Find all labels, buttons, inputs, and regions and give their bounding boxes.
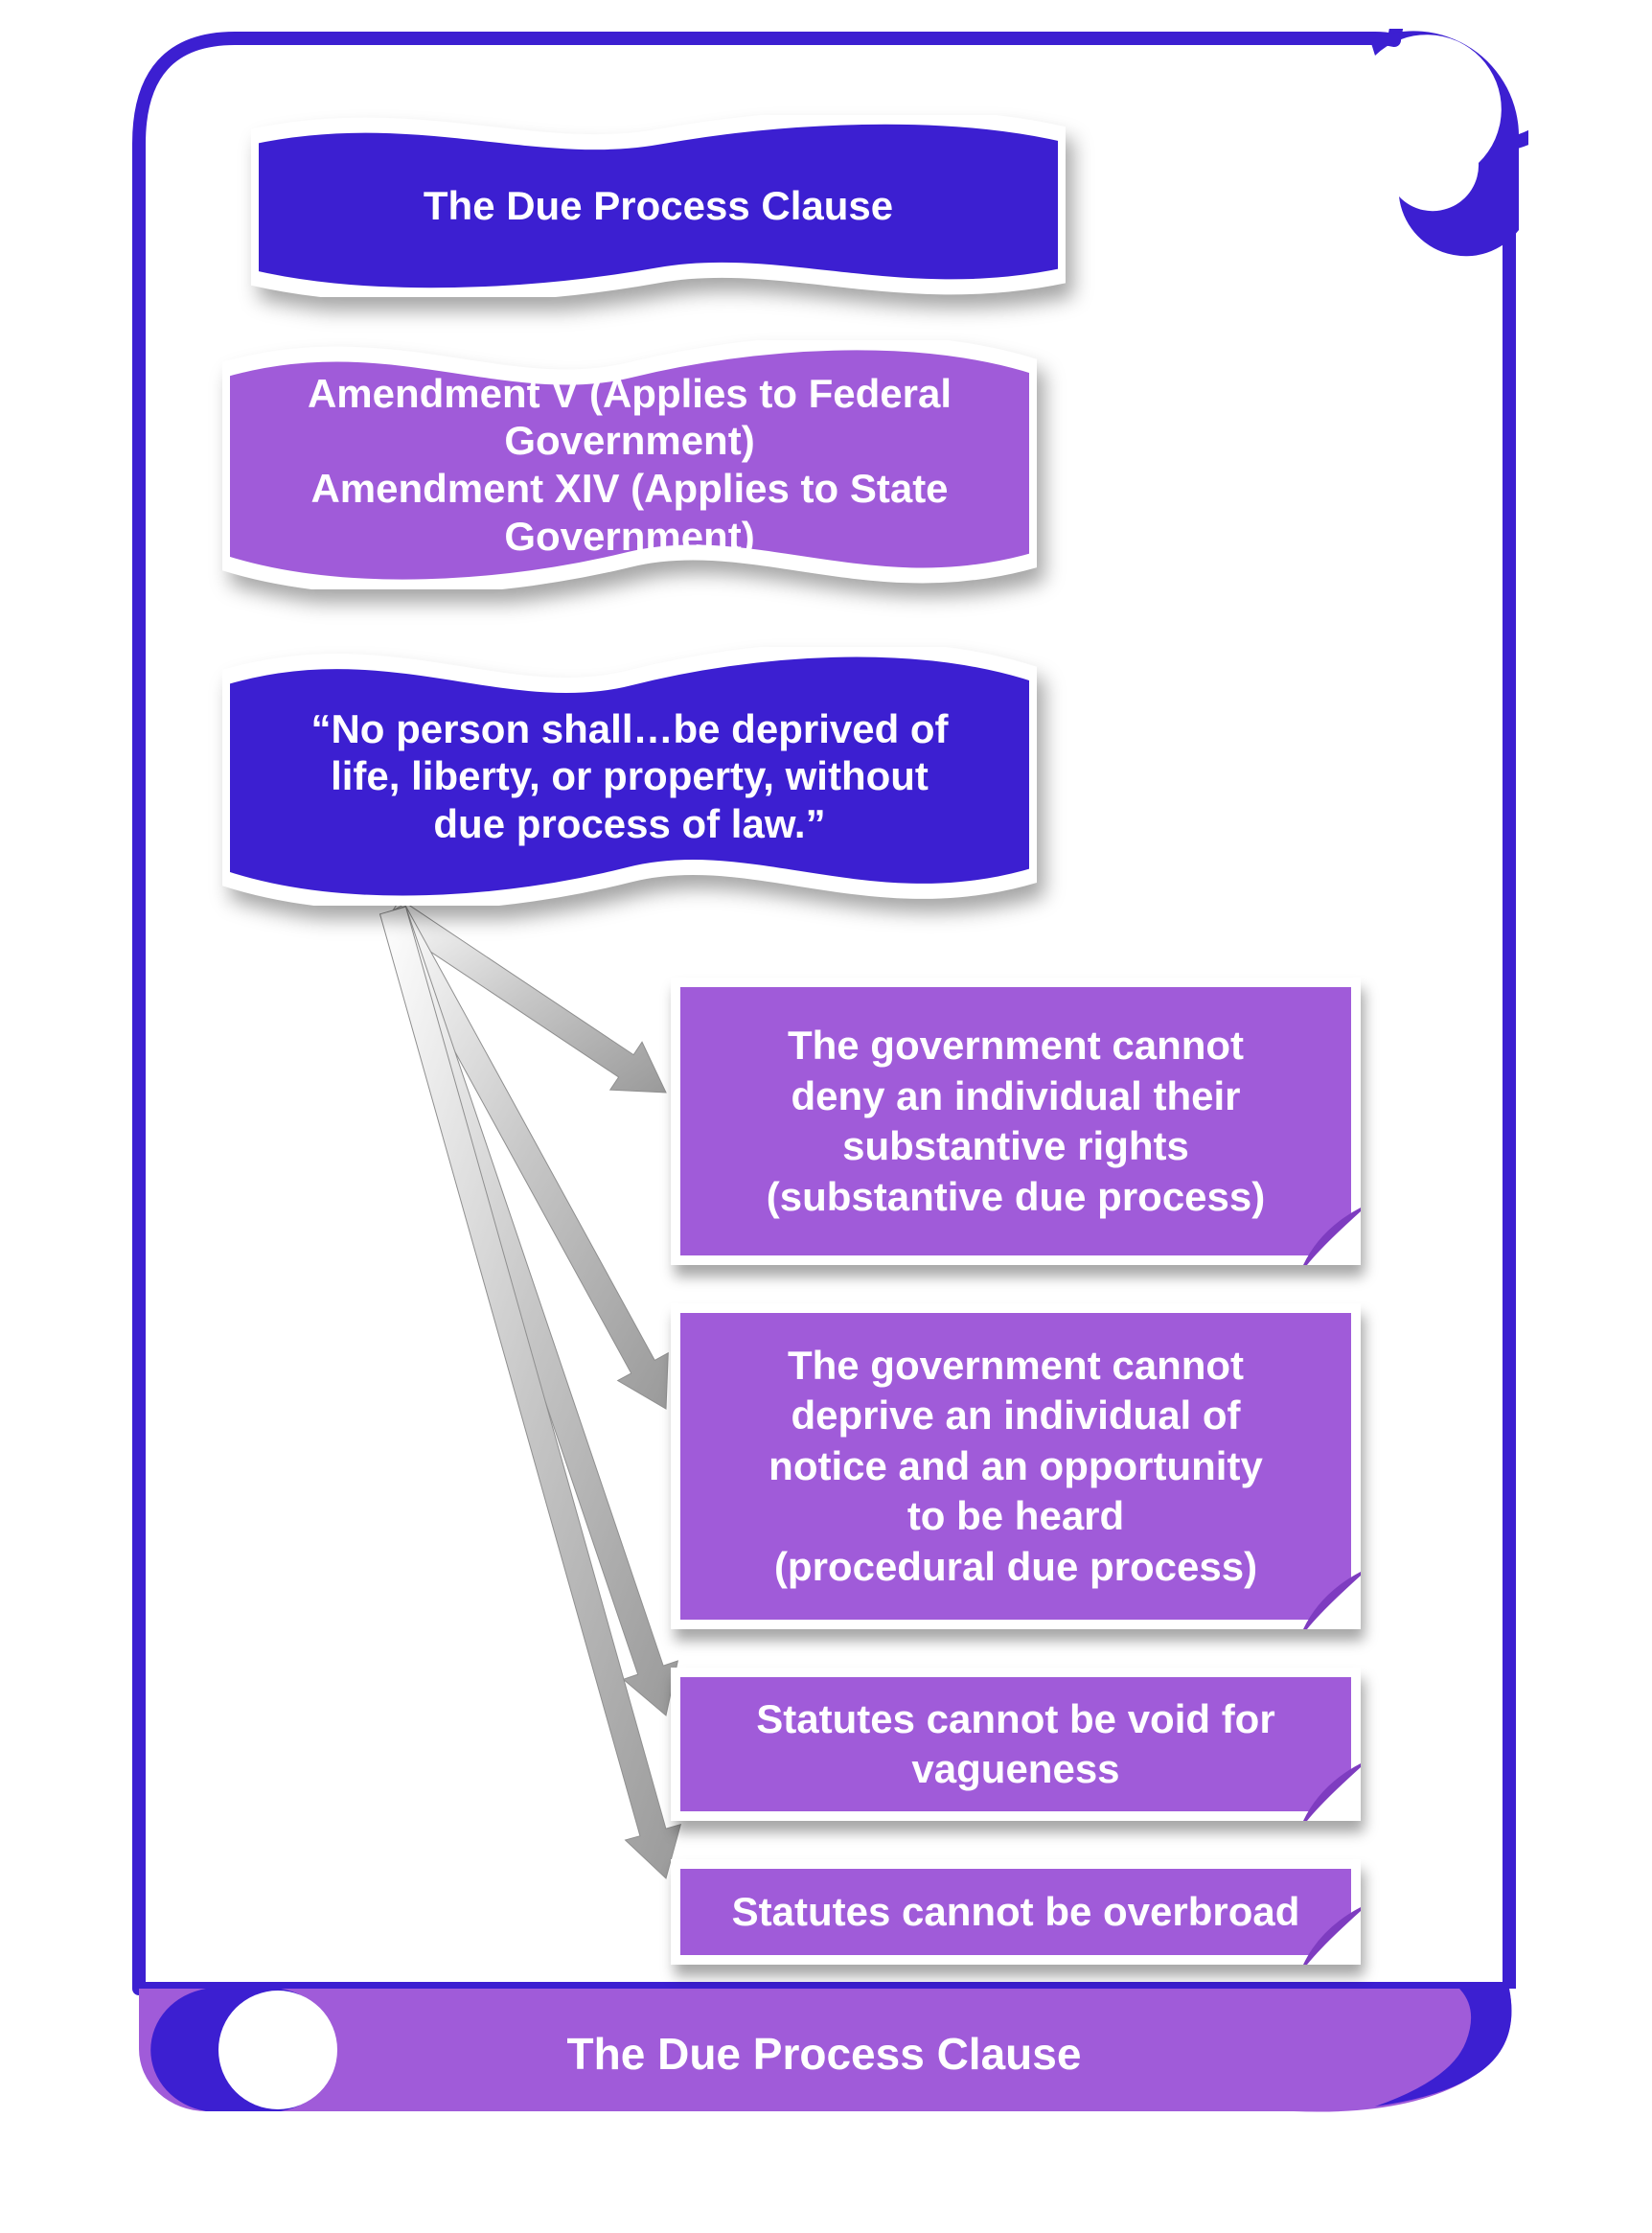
note-box-vagueness: Statutes cannot be void forvagueness (671, 1668, 1361, 1821)
note-label-substantive: The government cannotdeny an individual … (767, 1021, 1265, 1222)
wavy-label-title: The Due Process Clause (251, 115, 1066, 297)
wavy-box-quote: “No person shall…be deprived oflife, lib… (222, 647, 1037, 906)
wavy-box-amendments: Amendment V (Applies to FederalGovernmen… (222, 340, 1037, 589)
wavy-box-title: The Due Process Clause (251, 115, 1066, 297)
folded-corner-icon (1303, 1763, 1361, 1821)
note-box-procedural: The government cannotdeprive an individu… (671, 1303, 1361, 1629)
note-box-substantive: The government cannotdeny an individual … (671, 978, 1361, 1265)
folded-corner-icon (1303, 1572, 1361, 1629)
wavy-label-quote: “No person shall…be deprived oflife, lib… (222, 647, 1037, 906)
bottom-banner-label: The Due Process Clause (479, 2020, 1169, 2087)
note-label-procedural: The government cannotdeprive an individu… (769, 1341, 1263, 1593)
note-box-overbroad: Statutes cannot be overbroad (671, 1859, 1361, 1965)
wavy-label-amendments: Amendment V (Applies to FederalGovernmen… (222, 340, 1037, 589)
folded-corner-icon (1303, 1208, 1361, 1265)
folded-corner-icon (1303, 1907, 1361, 1965)
note-label-vagueness: Statutes cannot be void forvagueness (756, 1694, 1274, 1795)
note-label-overbroad: Statutes cannot be overbroad (732, 1887, 1300, 1938)
